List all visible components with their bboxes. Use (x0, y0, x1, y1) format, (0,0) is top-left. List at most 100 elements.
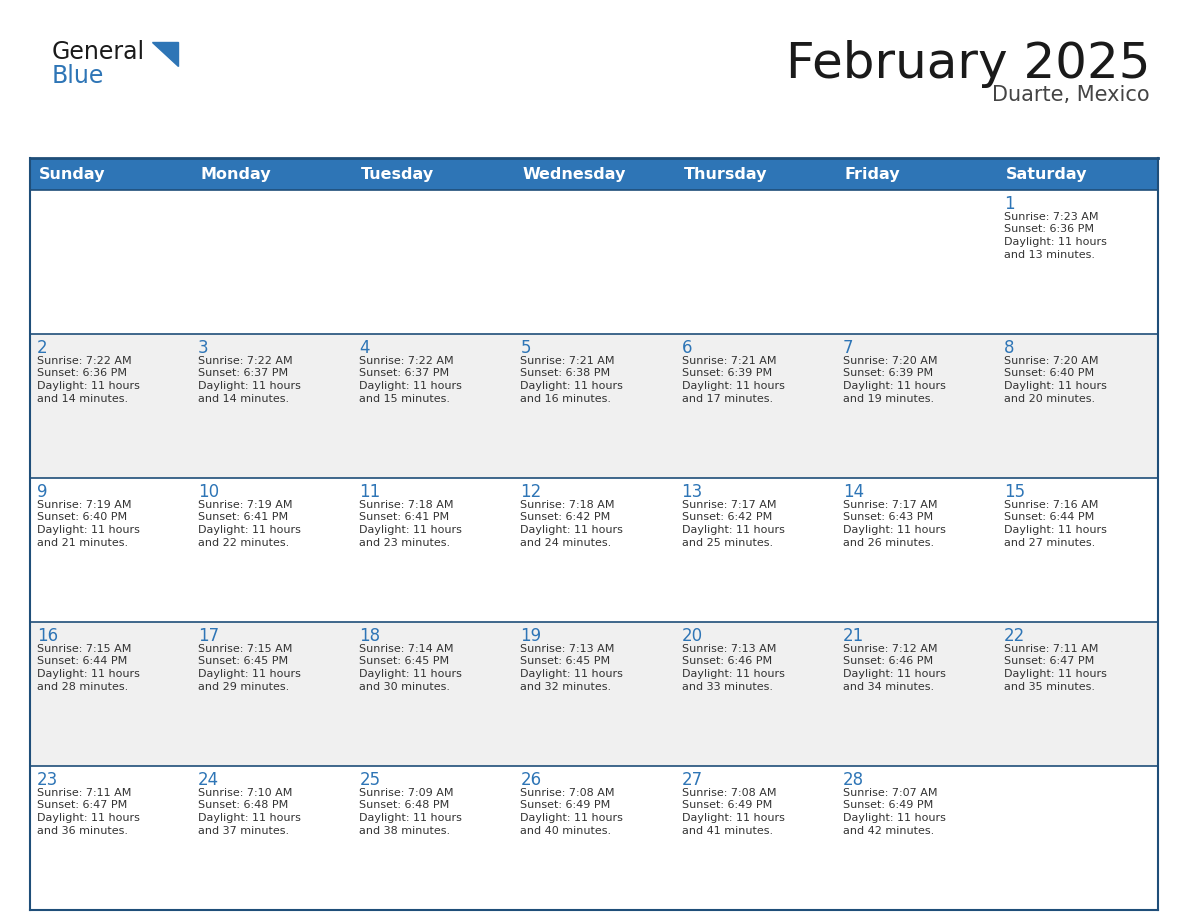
Text: Sunrise: 7:17 AM: Sunrise: 7:17 AM (842, 500, 937, 510)
Text: and 40 minutes.: and 40 minutes. (520, 825, 612, 835)
Text: Sunset: 6:46 PM: Sunset: 6:46 PM (842, 656, 933, 666)
Text: 3: 3 (198, 339, 209, 357)
Text: Daylight: 11 hours: Daylight: 11 hours (842, 669, 946, 679)
Text: 22: 22 (1004, 627, 1025, 645)
Text: Sunrise: 7:23 AM: Sunrise: 7:23 AM (1004, 212, 1099, 222)
Text: Sunset: 6:49 PM: Sunset: 6:49 PM (842, 800, 933, 811)
Text: Daylight: 11 hours: Daylight: 11 hours (520, 669, 624, 679)
Text: Daylight: 11 hours: Daylight: 11 hours (198, 525, 301, 535)
Text: February 2025: February 2025 (785, 40, 1150, 88)
Text: Sunrise: 7:19 AM: Sunrise: 7:19 AM (198, 500, 292, 510)
Text: and 14 minutes.: and 14 minutes. (37, 394, 128, 404)
Text: and 38 minutes.: and 38 minutes. (359, 825, 450, 835)
Text: Sunrise: 7:22 AM: Sunrise: 7:22 AM (37, 356, 132, 366)
Text: Daylight: 11 hours: Daylight: 11 hours (842, 813, 946, 823)
Text: 5: 5 (520, 339, 531, 357)
Text: Sunset: 6:48 PM: Sunset: 6:48 PM (359, 800, 449, 811)
Text: Sunset: 6:44 PM: Sunset: 6:44 PM (1004, 512, 1094, 522)
Text: Daylight: 11 hours: Daylight: 11 hours (682, 813, 784, 823)
Text: Daylight: 11 hours: Daylight: 11 hours (842, 381, 946, 391)
Text: 4: 4 (359, 339, 369, 357)
Text: Sunrise: 7:16 AM: Sunrise: 7:16 AM (1004, 500, 1098, 510)
Text: Sunrise: 7:20 AM: Sunrise: 7:20 AM (1004, 356, 1099, 366)
Text: Sunrise: 7:09 AM: Sunrise: 7:09 AM (359, 788, 454, 798)
Text: 25: 25 (359, 771, 380, 789)
Text: Sunset: 6:46 PM: Sunset: 6:46 PM (682, 656, 772, 666)
Text: and 19 minutes.: and 19 minutes. (842, 394, 934, 404)
Text: Sunset: 6:49 PM: Sunset: 6:49 PM (682, 800, 772, 811)
Text: Tuesday: Tuesday (361, 166, 435, 182)
Text: Daylight: 11 hours: Daylight: 11 hours (37, 669, 140, 679)
Text: Monday: Monday (200, 166, 271, 182)
Text: and 36 minutes.: and 36 minutes. (37, 825, 128, 835)
Text: Sunrise: 7:13 AM: Sunrise: 7:13 AM (682, 644, 776, 654)
Text: Daylight: 11 hours: Daylight: 11 hours (682, 669, 784, 679)
Bar (30, 478, 1158, 622)
Text: and 42 minutes.: and 42 minutes. (842, 825, 934, 835)
Text: Sunrise: 7:21 AM: Sunrise: 7:21 AM (520, 356, 615, 366)
Text: Sunrise: 7:12 AM: Sunrise: 7:12 AM (842, 644, 937, 654)
Text: and 37 minutes.: and 37 minutes. (198, 825, 289, 835)
Text: Sunset: 6:41 PM: Sunset: 6:41 PM (198, 512, 289, 522)
Text: 11: 11 (359, 483, 380, 501)
Text: Sunrise: 7:18 AM: Sunrise: 7:18 AM (359, 500, 454, 510)
Text: Sunrise: 7:22 AM: Sunrise: 7:22 AM (198, 356, 292, 366)
Text: 28: 28 (842, 771, 864, 789)
Text: and 21 minutes.: and 21 minutes. (37, 538, 128, 547)
Text: and 25 minutes.: and 25 minutes. (682, 538, 772, 547)
Text: Daylight: 11 hours: Daylight: 11 hours (1004, 381, 1107, 391)
Text: 18: 18 (359, 627, 380, 645)
Text: and 16 minutes.: and 16 minutes. (520, 394, 612, 404)
Text: and 14 minutes.: and 14 minutes. (198, 394, 289, 404)
Text: 15: 15 (1004, 483, 1025, 501)
Text: Daylight: 11 hours: Daylight: 11 hours (1004, 669, 1107, 679)
Text: Daylight: 11 hours: Daylight: 11 hours (37, 525, 140, 535)
Text: and 24 minutes.: and 24 minutes. (520, 538, 612, 547)
Text: Daylight: 11 hours: Daylight: 11 hours (37, 381, 140, 391)
Text: 27: 27 (682, 771, 702, 789)
Text: Wednesday: Wednesday (523, 166, 626, 182)
Text: Duarte, Mexico: Duarte, Mexico (992, 85, 1150, 105)
Text: and 32 minutes.: and 32 minutes. (520, 681, 612, 691)
Text: Sunrise: 7:20 AM: Sunrise: 7:20 AM (842, 356, 937, 366)
Text: 2: 2 (37, 339, 48, 357)
Text: Sunset: 6:37 PM: Sunset: 6:37 PM (198, 368, 289, 378)
Text: Sunrise: 7:15 AM: Sunrise: 7:15 AM (198, 644, 292, 654)
Text: Sunrise: 7:10 AM: Sunrise: 7:10 AM (198, 788, 292, 798)
Text: 10: 10 (198, 483, 220, 501)
Text: and 22 minutes.: and 22 minutes. (198, 538, 290, 547)
Text: Sunset: 6:39 PM: Sunset: 6:39 PM (682, 368, 772, 378)
Text: Sunset: 6:38 PM: Sunset: 6:38 PM (520, 368, 611, 378)
Text: Sunset: 6:36 PM: Sunset: 6:36 PM (37, 368, 127, 378)
Text: Daylight: 11 hours: Daylight: 11 hours (520, 381, 624, 391)
Text: Sunset: 6:44 PM: Sunset: 6:44 PM (37, 656, 127, 666)
Text: and 41 minutes.: and 41 minutes. (682, 825, 772, 835)
Text: Sunset: 6:45 PM: Sunset: 6:45 PM (359, 656, 449, 666)
Text: Sunset: 6:49 PM: Sunset: 6:49 PM (520, 800, 611, 811)
Text: Sunrise: 7:14 AM: Sunrise: 7:14 AM (359, 644, 454, 654)
Text: Sunset: 6:47 PM: Sunset: 6:47 PM (1004, 656, 1094, 666)
Text: Sunrise: 7:08 AM: Sunrise: 7:08 AM (520, 788, 615, 798)
Text: Sunset: 6:45 PM: Sunset: 6:45 PM (520, 656, 611, 666)
Text: 7: 7 (842, 339, 853, 357)
Text: Daylight: 11 hours: Daylight: 11 hours (198, 669, 301, 679)
Text: and 17 minutes.: and 17 minutes. (682, 394, 772, 404)
Text: 13: 13 (682, 483, 703, 501)
Text: 23: 23 (37, 771, 58, 789)
Text: Sunset: 6:40 PM: Sunset: 6:40 PM (1004, 368, 1094, 378)
Text: 14: 14 (842, 483, 864, 501)
Text: Sunrise: 7:11 AM: Sunrise: 7:11 AM (1004, 644, 1098, 654)
Text: Daylight: 11 hours: Daylight: 11 hours (1004, 237, 1107, 247)
Text: Sunset: 6:40 PM: Sunset: 6:40 PM (37, 512, 127, 522)
Text: 6: 6 (682, 339, 693, 357)
Text: 17: 17 (198, 627, 220, 645)
Text: Sunrise: 7:19 AM: Sunrise: 7:19 AM (37, 500, 132, 510)
Text: 26: 26 (520, 771, 542, 789)
Text: 21: 21 (842, 627, 864, 645)
Text: Sunset: 6:45 PM: Sunset: 6:45 PM (198, 656, 289, 666)
Text: Sunset: 6:47 PM: Sunset: 6:47 PM (37, 800, 127, 811)
Text: Sunrise: 7:18 AM: Sunrise: 7:18 AM (520, 500, 615, 510)
Text: Daylight: 11 hours: Daylight: 11 hours (359, 669, 462, 679)
Text: Thursday: Thursday (683, 166, 767, 182)
Text: and 28 minutes.: and 28 minutes. (37, 681, 128, 691)
